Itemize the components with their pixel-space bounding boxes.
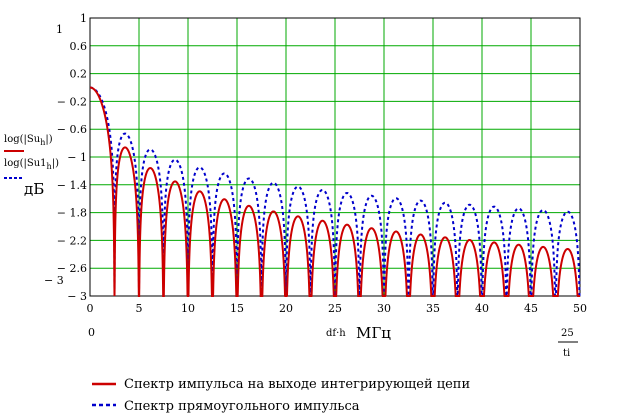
y-tick-label: − 1.8 bbox=[57, 207, 87, 220]
y-axis-expression-2: log(|Su1h|) bbox=[4, 158, 59, 171]
y-left-top-label: 1 bbox=[56, 23, 63, 36]
x-unit-label: МГц bbox=[356, 324, 391, 342]
series-1-line bbox=[90, 86, 580, 297]
legend-label-series-2: Спектр прямоугольного импульса bbox=[124, 399, 360, 414]
y-tick-label: 1 bbox=[80, 12, 87, 25]
x-right-label-denominator: ti bbox=[563, 348, 570, 359]
y-unit-label: дБ bbox=[24, 180, 44, 198]
x-tick-labels: 0 5 10 15 20 25 30 35 40 45 50 bbox=[87, 302, 588, 315]
x-tick-label: 35 bbox=[426, 302, 440, 315]
y-tick-label: − 3 bbox=[67, 290, 87, 303]
y-tick-label: 0.6 bbox=[70, 40, 88, 53]
x-tick-label: 0 bbox=[87, 302, 94, 315]
y-tick-label: 0.2 bbox=[70, 68, 88, 81]
y-tick-labels: 1 0.6 0.2 − 0.2 − 0.6 − 1 − 1.4 − 1.8 − 2.2 − 2.6… bbox=[57, 12, 87, 303]
series-2-line bbox=[90, 86, 581, 297]
svg-text:log(|Suh|): log(|Suh|) bbox=[4, 134, 53, 147]
x-left-label: 0 bbox=[88, 326, 95, 339]
svg-text:log(|Su1h|): log(|Su1h|) bbox=[4, 158, 59, 171]
y-left-bottom-label: − 3 bbox=[44, 274, 64, 287]
plot-area bbox=[89, 17, 581, 297]
y-tick-label: − 2.2 bbox=[57, 234, 87, 247]
x-tick-label: 15 bbox=[230, 302, 244, 315]
x-tick-label: 30 bbox=[377, 302, 391, 315]
legend: Спектр импульса на выходе интегрирующей … bbox=[92, 377, 470, 414]
y-tick-label: − 0.6 bbox=[57, 123, 87, 136]
legend-label-series-1: Спектр импульса на выходе интегрирующей … bbox=[124, 377, 470, 392]
series-group bbox=[90, 86, 581, 297]
y-tick-label: − 0.2 bbox=[57, 95, 87, 108]
x-axis-expression: df·h bbox=[326, 328, 346, 339]
y-tick-label: − 1 bbox=[67, 151, 87, 164]
x-tick-label: 45 bbox=[524, 302, 538, 315]
x-tick-label: 40 bbox=[475, 302, 489, 315]
y-tick-label: − 1.4 bbox=[57, 179, 87, 192]
x-tick-label: 5 bbox=[136, 302, 143, 315]
x-tick-label: 10 bbox=[181, 302, 195, 315]
y-axis-expression-1: log(|Suh|) bbox=[4, 134, 53, 147]
x-tick-label: 20 bbox=[279, 302, 293, 315]
x-tick-label: 50 bbox=[573, 302, 587, 315]
y-tick-label: − 2.6 bbox=[57, 262, 87, 275]
x-tick-label: 25 bbox=[328, 302, 342, 315]
x-right-label-numerator: 25 bbox=[561, 328, 574, 339]
